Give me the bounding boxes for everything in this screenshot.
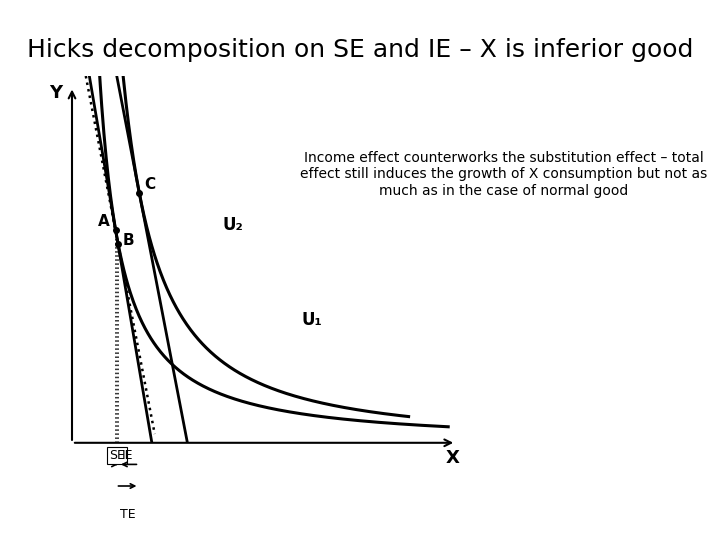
Text: U₂: U₂	[222, 216, 243, 234]
Text: X: X	[445, 449, 459, 467]
Text: U₁: U₁	[302, 311, 323, 329]
Text: TE: TE	[120, 508, 135, 521]
Text: Hicks decomposition on SE and IE – X is inferior good: Hicks decomposition on SE and IE – X is …	[27, 38, 693, 62]
Text: Y: Y	[50, 84, 63, 102]
Text: C: C	[144, 178, 156, 192]
Text: A: A	[98, 214, 109, 229]
Text: Income effect counterworks the substitution effect – total
effect still induces : Income effect counterworks the substitut…	[300, 151, 708, 198]
Text: B: B	[123, 233, 135, 248]
Text: IE: IE	[122, 449, 133, 462]
Text: SE: SE	[109, 449, 125, 462]
